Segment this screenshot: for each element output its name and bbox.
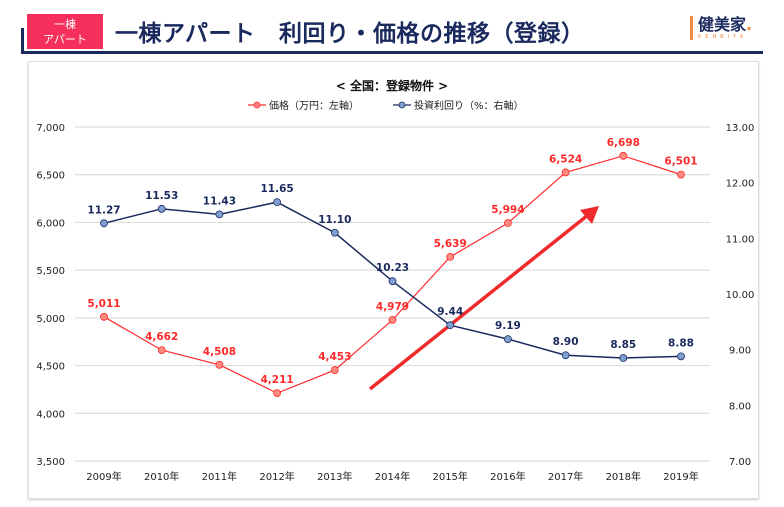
right-axis-tick: 8.00 [729, 401, 751, 412]
right-axis-tick: 9.00 [729, 346, 751, 357]
yield-point [388, 277, 397, 286]
price-point [100, 312, 108, 321]
x-axis-tick: 2010年 [144, 470, 179, 483]
left-axis-tick: 4,000 [36, 409, 65, 420]
price-point [157, 346, 166, 355]
price-point [446, 252, 455, 261]
yield-data-label: 9.19 [495, 320, 521, 332]
yield-point [157, 204, 166, 213]
legend-marker [398, 101, 406, 109]
x-axis-tick: 2012年 [259, 470, 294, 483]
x-axis-tick: 2014年 [375, 470, 410, 483]
yield-data-label: 11.10 [318, 214, 351, 226]
legend-marker [253, 101, 261, 109]
price-point [273, 389, 282, 398]
yield-point [503, 335, 512, 343]
left-axis-tick: 4,500 [36, 362, 65, 373]
x-axis-tick: 2015年 [432, 470, 467, 483]
price-data-label: 4,453 [318, 351, 351, 363]
price-point [677, 170, 685, 179]
page-title: 一棟アパート 利回り・価格の推移（登録） [115, 21, 585, 47]
x-axis-tick: 2011年 [202, 470, 237, 483]
price-data-label: 5,994 [491, 204, 524, 216]
price-data-label: 6,698 [607, 137, 640, 149]
left-axis-tick: 7,000 [36, 123, 65, 134]
yield-point [446, 321, 455, 330]
yield-data-label: 11.43 [203, 195, 236, 207]
price-data-label: 5,011 [87, 298, 120, 310]
price-point [619, 151, 628, 160]
yield-data-label: 8.88 [668, 337, 694, 349]
badge-line2: アパート [43, 32, 87, 46]
right-axis-tick: 12.00 [726, 179, 755, 190]
price-data-label: 4,508 [203, 346, 236, 358]
badge-line1: 一棟 [54, 17, 76, 31]
x-axis-tick: 2017年 [548, 470, 583, 483]
legend-label: 価格（万円：左軸） [269, 99, 359, 112]
right-axis-tick: 13.00 [726, 123, 755, 134]
yield-point [677, 352, 685, 361]
price-data-label: 5,639 [434, 238, 467, 250]
header-accent-bar [21, 28, 24, 52]
yield-data-label: 8.90 [553, 336, 579, 348]
right-axis-tick: 7.00 [729, 457, 751, 468]
price-line [103, 155, 682, 394]
left-axis-tick: 6,000 [36, 218, 65, 229]
right-axis-tick: 10.00 [726, 290, 755, 301]
yield-data-label: 8.85 [610, 339, 636, 351]
x-axis-tick: 2018年 [606, 470, 641, 483]
x-axis-tick: 2013年 [317, 470, 352, 483]
logo-dot: . [746, 15, 753, 34]
left-axis-tick: 5,500 [36, 266, 65, 277]
legend-label: 投資利回り（%：右軸） [414, 99, 524, 112]
logo: 健美家. KENBIYA [690, 16, 752, 40]
price-point [215, 360, 224, 369]
left-axis-tick: 3,500 [36, 457, 65, 468]
chart-panel [28, 61, 759, 499]
yield-data-label: 10.23 [376, 262, 409, 274]
price-data-label: 6,501 [664, 156, 697, 168]
price-data-label: 4,979 [376, 301, 409, 313]
price-point [330, 366, 339, 374]
yield-data-label: 9.44 [437, 306, 463, 318]
left-axis-tick: 5,000 [36, 314, 65, 325]
x-axis-tick: 2019年 [663, 470, 698, 483]
x-axis-tick: 2016年 [490, 470, 525, 483]
price-data-label: 4,211 [260, 374, 293, 386]
right-axis-tick: 11.00 [726, 234, 755, 245]
logo-text: 健美家 [698, 15, 747, 34]
x-axis-tick: 2009年 [86, 470, 121, 483]
header-underline [21, 51, 763, 54]
trend-arrow-head [580, 206, 599, 224]
trend-arrow-shaft [368, 213, 590, 391]
price-point [388, 315, 397, 324]
yield-point [273, 198, 282, 207]
logo-sub: KENBIYA [698, 34, 748, 40]
yield-data-label: 11.65 [260, 183, 293, 195]
yield-point [330, 228, 339, 237]
price-point [503, 219, 512, 227]
price-data-label: 6,524 [549, 153, 582, 165]
yield-data-label: 11.53 [145, 190, 178, 202]
yield-point [561, 351, 570, 360]
yield-point [100, 219, 108, 228]
price-data-label: 4,662 [145, 331, 178, 343]
price-point [561, 168, 570, 177]
yield-point [619, 354, 628, 362]
category-badge: 一棟 アパート [27, 14, 103, 49]
chart-title: < 全国：登録物件 > [336, 78, 448, 93]
yield-point [215, 210, 224, 219]
left-axis-tick: 6,500 [36, 171, 65, 182]
yield-data-label: 11.27 [87, 204, 120, 216]
